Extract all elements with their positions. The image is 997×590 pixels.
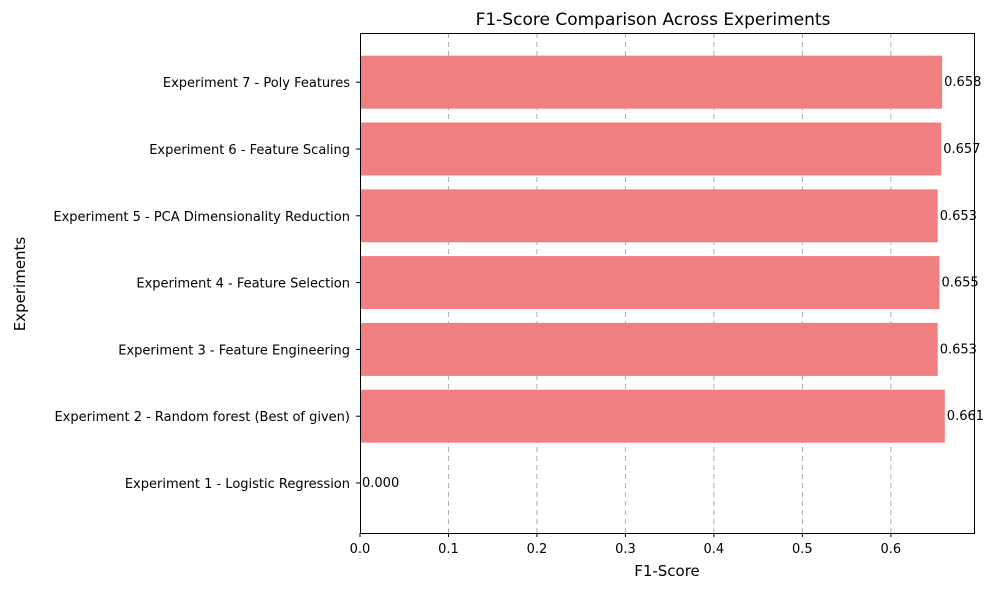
y-axis-label: Experiments (11, 237, 29, 332)
bar-value-label: 0.658 (944, 75, 981, 90)
x-tick-label: 0.5 (792, 542, 813, 557)
x-tick-label: 0.1 (438, 542, 459, 557)
plot-frame (360, 33, 975, 534)
bar (360, 189, 938, 243)
y-tick-label: Experiment 1 - Logistic Regression (125, 477, 350, 492)
x-tick-label: 0.6 (880, 542, 901, 557)
bar-value-label: 0.653 (940, 209, 977, 224)
y-tick-label: Experiment 6 - Feature Scaling (149, 143, 350, 158)
x-tick-label: 0.4 (704, 542, 725, 557)
bars (360, 55, 945, 443)
bar-value-label: 0.653 (940, 342, 977, 357)
bar (360, 322, 938, 376)
grid-lines (447, 33, 892, 533)
x-ticks: 0.0 0.1 0.2 0.3 0.4 0.5 0.6 (350, 533, 901, 557)
bar-value-label: 0.661 (947, 409, 984, 424)
y-tick-label: Experiment 3 - Feature Engineering (118, 343, 350, 358)
y-tick-label: Experiment 7 - Poly Features (163, 76, 350, 91)
y-tick-label: Experiment 2 - Random forest (Best of gi… (54, 410, 350, 425)
x-tick-label: 0.0 (350, 542, 371, 557)
bar (360, 55, 943, 109)
chart-title: F1-Score Comparison Across Experiments (476, 10, 831, 30)
y-tick-label: Experiment 4 - Feature Selection (136, 277, 350, 292)
bar-value-label: 0.657 (943, 142, 980, 157)
x-tick-label: 0.3 (615, 542, 636, 557)
data-labels: 0.000 0.661 0.653 0.655 0.653 0.657 0.658 (362, 75, 984, 491)
bar (360, 122, 942, 176)
y-tick-label: Experiment 5 - PCA Dimensionality Reduct… (53, 210, 350, 225)
x-tick-label: 0.2 (527, 542, 548, 557)
bar (360, 389, 945, 443)
bar-value-label: 0.655 (941, 276, 978, 291)
bar (360, 256, 940, 310)
y-ticks: Experiment 1 - Logistic Regression Experi… (53, 76, 360, 492)
x-axis-label: F1-Score (634, 562, 700, 580)
bar-value-label: 0.000 (362, 476, 399, 491)
